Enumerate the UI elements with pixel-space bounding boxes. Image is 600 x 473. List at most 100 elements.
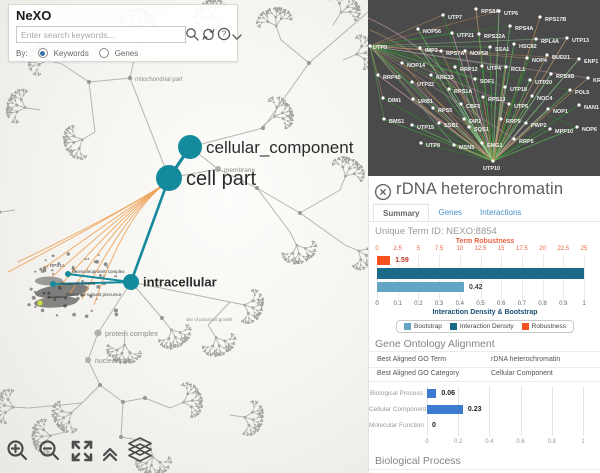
gene-node[interactable]	[568, 88, 572, 92]
gene-node[interactable]	[473, 77, 477, 81]
gene-node[interactable]	[512, 42, 516, 46]
svg-text:IMP3: IMP3	[425, 48, 438, 54]
gene-node[interactable]	[530, 94, 534, 98]
gene-node[interactable]	[418, 46, 422, 50]
svg-text:protein complex: protein complex	[105, 329, 158, 338]
gene-node[interactable]	[450, 31, 454, 35]
tab-interactions[interactable]: Interactions	[480, 208, 522, 217]
tab-summary[interactable]: Summary	[373, 204, 430, 221]
tab-genes[interactable]: Genes	[438, 208, 463, 217]
gene-node[interactable]	[453, 65, 457, 69]
gene-node[interactable]	[577, 57, 581, 61]
search-input[interactable]	[16, 26, 186, 43]
radio-keywords[interactable]	[37, 48, 48, 58]
top-axis-tick: 0	[375, 246, 379, 252]
legend-item[interactable]: Robustness	[521, 323, 566, 330]
ontology-canvas[interactable]: cellular_component cell part intracellular…	[0, 0, 368, 473]
go-axis-tick: 0.6	[516, 439, 525, 445]
gene-node[interactable]	[508, 24, 512, 28]
go-value: 0.06	[441, 390, 455, 397]
gene-node[interactable]	[410, 80, 414, 84]
ontology-node-intracellular[interactable]	[123, 274, 139, 290]
gene-node[interactable]	[400, 61, 404, 65]
gene-node[interactable]	[437, 121, 441, 125]
refresh-icon[interactable]	[201, 27, 216, 42]
gene-node[interactable]	[439, 49, 443, 53]
top-axis-tick: 7.5	[434, 246, 444, 252]
gene-node[interactable]	[534, 37, 538, 41]
robustness-value: 1.59	[395, 257, 409, 264]
gene-node[interactable]	[504, 65, 508, 69]
gene-node[interactable]	[376, 73, 380, 77]
fit-screen-icon[interactable]	[70, 439, 94, 468]
close-icon[interactable]	[374, 183, 392, 201]
svg-text:SOF1: SOF1	[480, 79, 494, 85]
gene-node[interactable]	[368, 44, 372, 48]
legend-swatch	[449, 323, 457, 330]
gene-node[interactable]	[382, 117, 386, 121]
gene-node[interactable]	[477, 32, 481, 36]
gene-node[interactable]	[525, 56, 529, 60]
gene-node[interactable]	[548, 127, 552, 131]
gene-node[interactable]	[467, 125, 471, 129]
zoom-out-icon[interactable]	[38, 439, 62, 468]
gene-node[interactable]	[549, 72, 553, 76]
gene-node[interactable]	[431, 106, 435, 110]
legend-item[interactable]: Bootstrap	[404, 323, 442, 330]
interaction-network-panel[interactable]: UTP9 NOP56 UTP7 RPS8A UTP6 RPS17B UTP21 RPS22A R…	[367, 0, 600, 176]
gene-node[interactable]	[480, 64, 484, 68]
legend-item[interactable]: Interaction Density	[449, 323, 514, 330]
gene-node[interactable]	[441, 13, 445, 17]
gene-node[interactable]	[577, 103, 581, 107]
gridline	[584, 255, 585, 302]
interaction-network[interactable]: UTP9 NOP56 UTP7 RPS8A UTP6 RPS17B UTP21 RPS22A R…	[367, 0, 600, 176]
gene-node[interactable]	[545, 53, 549, 57]
svg-text:ribosomal subunit precursor: ribosomal subunit precursor	[66, 292, 122, 297]
gene-node[interactable]	[480, 141, 484, 145]
layers-icon[interactable]	[126, 436, 154, 468]
gene-node[interactable]	[459, 102, 463, 106]
gene-node[interactable]	[575, 125, 579, 129]
gene-node[interactable]	[565, 36, 569, 40]
gene-node[interactable]	[419, 141, 423, 145]
gene-node[interactable]	[429, 73, 433, 77]
gene-node[interactable]	[474, 7, 478, 11]
ontology-node-cellular-component[interactable]	[178, 135, 202, 159]
gene-node[interactable]	[586, 76, 590, 80]
gene-node[interactable]	[524, 121, 528, 125]
gene-node[interactable]	[411, 97, 415, 101]
gene-node[interactable]	[497, 9, 501, 13]
gene-node[interactable]	[503, 85, 507, 89]
gene-node[interactable]	[538, 15, 542, 19]
help-icon[interactable]: ?	[217, 27, 232, 42]
collapse-chevrons-icon[interactable]	[102, 446, 118, 468]
gene-node[interactable]	[488, 45, 492, 49]
gene-node[interactable]	[528, 78, 532, 82]
go-category-label: Molecular Function	[369, 422, 424, 429]
svg-text:RPS4A: RPS4A	[515, 26, 533, 32]
gene-node[interactable]	[507, 102, 511, 106]
radio-genes[interactable]	[98, 48, 109, 58]
gene-node[interactable]	[512, 137, 516, 141]
bootstrap-value: 0.42	[468, 283, 483, 291]
gene-node[interactable]	[452, 143, 456, 147]
gene-node[interactable]	[481, 95, 485, 99]
gene-node[interactable]	[416, 27, 420, 31]
gene-node[interactable]	[463, 49, 467, 53]
svg-text:RPS5: RPS5	[438, 108, 452, 114]
gene-node[interactable]	[499, 117, 503, 121]
gene-node[interactable]	[546, 107, 550, 111]
top-axis-tick: 12.5	[474, 246, 487, 252]
row-label: Best Aligned GO Category	[377, 370, 460, 377]
gene-node[interactable]	[491, 159, 495, 163]
gene-node[interactable]	[410, 123, 414, 127]
go-axis-tick: 0.8	[547, 439, 556, 445]
search-icon[interactable]	[185, 27, 200, 42]
zoom-in-icon[interactable]	[6, 439, 30, 468]
gene-node[interactable]	[447, 87, 451, 91]
ontology-node-cell-part[interactable]	[156, 165, 182, 191]
gene-node[interactable]	[381, 96, 385, 100]
gene-node[interactable]	[462, 117, 466, 121]
chevron-down-icon[interactable]	[231, 30, 246, 45]
